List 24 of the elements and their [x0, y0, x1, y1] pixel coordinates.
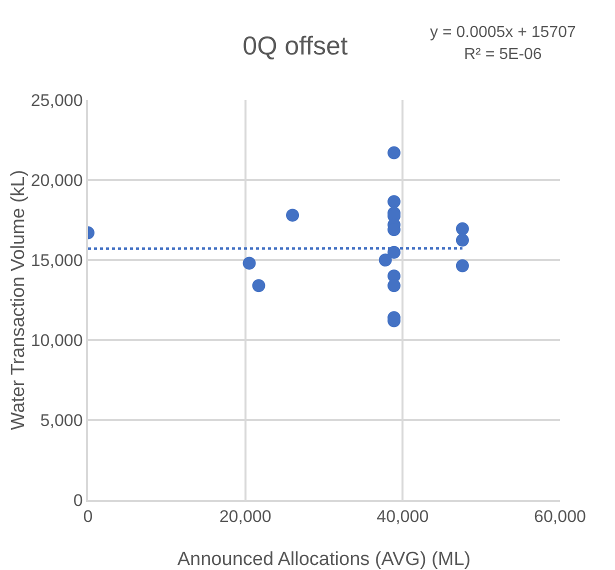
point: [456, 234, 469, 247]
y-tick-label: 15,000: [30, 250, 83, 270]
x-axis-title: Announced Allocations (AVG) (ML): [177, 549, 471, 570]
point: [252, 279, 266, 292]
point: [456, 222, 469, 236]
y-tick-label: 5,000: [40, 410, 83, 430]
text: y = 0.0005x + 15707: [430, 24, 576, 41]
point: [286, 208, 300, 222]
y-axis-title: Water Transaction Volume (kL): [8, 170, 29, 430]
point: [378, 254, 392, 266]
point: [242, 256, 256, 270]
x-tick-label: 60,000: [534, 507, 586, 526]
x-tick-label: 20,000: [219, 507, 272, 526]
point: [388, 146, 401, 160]
text: R² = 5E-06: [464, 46, 542, 63]
y-tick-label: 20,000: [30, 170, 83, 190]
x-tick-label: 40,000: [376, 507, 429, 526]
y-tick-label: 25,000: [30, 90, 83, 110]
point: [388, 279, 401, 292]
y-tick-label: 0: [73, 490, 83, 510]
point: [388, 195, 401, 208]
y-tick-label: 10,000: [30, 330, 83, 350]
point: [456, 259, 469, 272]
chart-title: 0Q offset: [242, 30, 348, 61]
